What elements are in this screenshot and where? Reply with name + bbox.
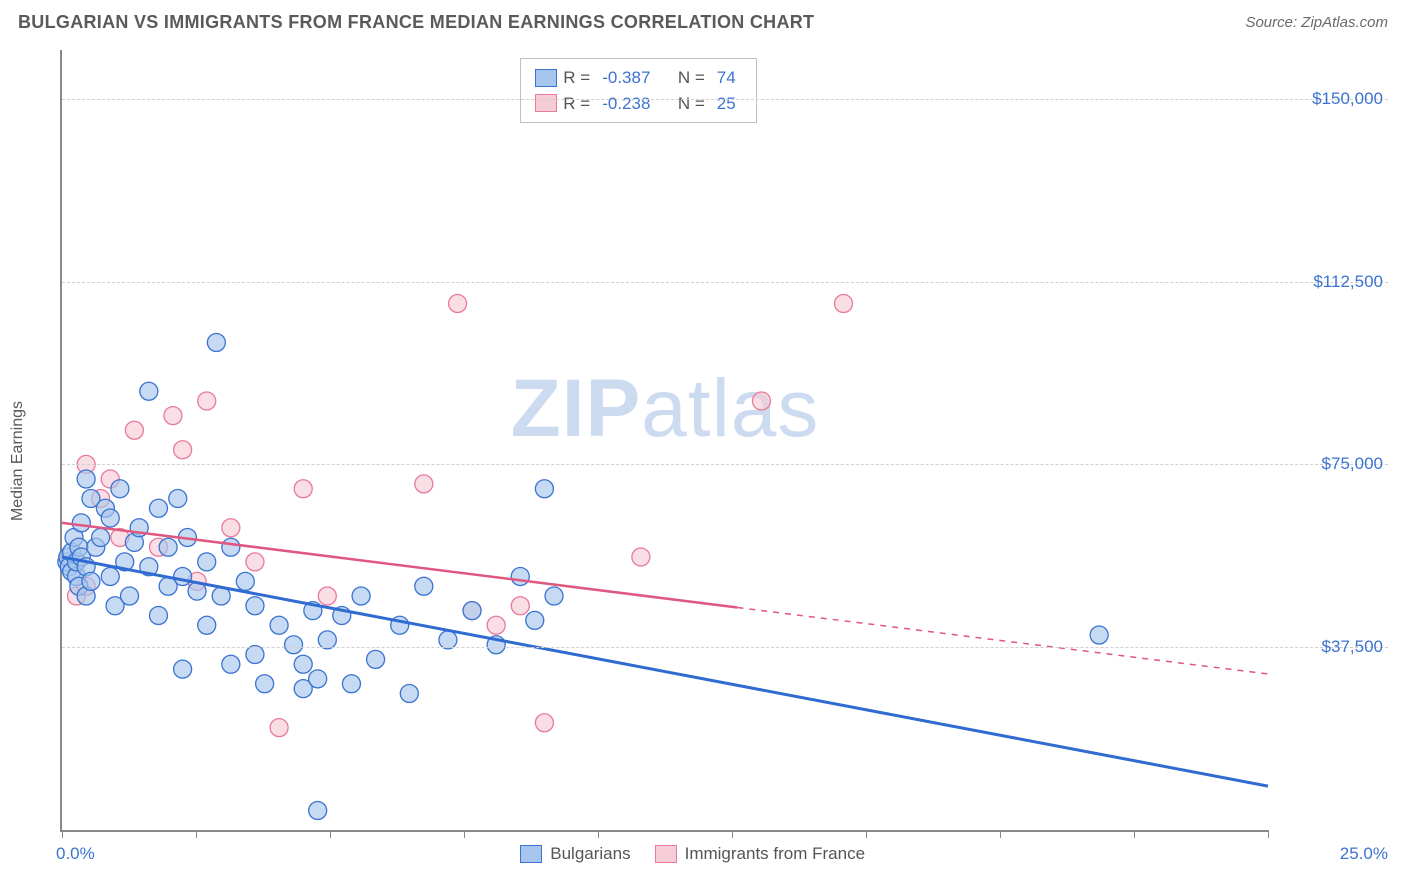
data-point bbox=[198, 392, 216, 410]
data-point bbox=[256, 675, 274, 693]
x-tick bbox=[196, 830, 197, 838]
data-point bbox=[222, 655, 240, 673]
x-min-label: 0.0% bbox=[56, 844, 95, 864]
data-point bbox=[111, 480, 129, 498]
gridline bbox=[62, 464, 1388, 465]
data-point bbox=[367, 650, 385, 668]
legend-item: Immigrants from France bbox=[655, 844, 865, 864]
data-point bbox=[487, 616, 505, 634]
data-point bbox=[439, 631, 457, 649]
data-point bbox=[101, 568, 119, 586]
x-tick bbox=[866, 830, 867, 838]
data-point bbox=[309, 802, 327, 820]
data-point bbox=[125, 421, 143, 439]
data-point bbox=[174, 441, 192, 459]
data-point bbox=[246, 553, 264, 571]
gridline bbox=[62, 282, 1388, 283]
data-point bbox=[318, 631, 336, 649]
data-point bbox=[246, 597, 264, 615]
data-point bbox=[545, 587, 563, 605]
data-point bbox=[270, 719, 288, 737]
data-point bbox=[222, 519, 240, 537]
data-point bbox=[246, 646, 264, 664]
data-point bbox=[121, 587, 139, 605]
data-point bbox=[140, 382, 158, 400]
trend-line bbox=[62, 557, 1268, 786]
swatch-icon bbox=[535, 69, 557, 87]
data-point bbox=[352, 587, 370, 605]
data-point bbox=[198, 616, 216, 634]
data-point bbox=[236, 572, 254, 590]
data-point bbox=[511, 597, 529, 615]
data-point bbox=[174, 568, 192, 586]
data-point bbox=[535, 480, 553, 498]
data-point bbox=[526, 611, 544, 629]
source-attribution: Source: ZipAtlas.com bbox=[1245, 14, 1388, 31]
gridline bbox=[62, 99, 1388, 100]
x-max-label: 25.0% bbox=[1340, 844, 1388, 864]
x-tick bbox=[330, 830, 331, 838]
x-tick bbox=[464, 830, 465, 838]
plot-area: ZIPatlas R = -0.387 N = 74 R = -0.238 N … bbox=[60, 50, 1268, 832]
data-point bbox=[342, 675, 360, 693]
data-point bbox=[77, 470, 95, 488]
legend-row: R = -0.387 N = 74 bbox=[535, 65, 741, 91]
y-tick-label: $37,500 bbox=[1322, 637, 1383, 657]
x-tick bbox=[62, 830, 63, 838]
chart-container: Median Earnings ZIPatlas R = -0.387 N = … bbox=[50, 50, 1388, 872]
data-point bbox=[415, 475, 433, 493]
swatch-icon bbox=[655, 845, 677, 863]
data-point bbox=[222, 538, 240, 556]
x-tick bbox=[1268, 830, 1269, 838]
data-point bbox=[285, 636, 303, 654]
correlation-legend: R = -0.387 N = 74 R = -0.238 N = 25 bbox=[520, 58, 756, 123]
data-point bbox=[164, 407, 182, 425]
series-legend: Bulgarians Immigrants from France bbox=[520, 844, 865, 864]
data-point bbox=[207, 334, 225, 352]
data-point bbox=[1090, 626, 1108, 644]
data-point bbox=[449, 295, 467, 313]
data-point bbox=[318, 587, 336, 605]
data-point bbox=[752, 392, 770, 410]
x-tick bbox=[732, 830, 733, 838]
data-point bbox=[632, 548, 650, 566]
header: BULGARIAN VS IMMIGRANTS FROM FRANCE MEDI… bbox=[0, 0, 1406, 41]
data-point bbox=[149, 607, 167, 625]
data-point bbox=[149, 499, 167, 517]
gridline bbox=[62, 647, 1388, 648]
data-point bbox=[309, 670, 327, 688]
legend-row: R = -0.238 N = 25 bbox=[535, 91, 741, 117]
data-point bbox=[294, 480, 312, 498]
y-tick-label: $112,500 bbox=[1313, 272, 1383, 292]
data-point bbox=[511, 568, 529, 586]
y-tick-label: $75,000 bbox=[1322, 454, 1383, 474]
x-tick bbox=[598, 830, 599, 838]
data-point bbox=[169, 490, 187, 508]
y-tick-label: $150,000 bbox=[1312, 89, 1383, 109]
swatch-icon bbox=[520, 845, 542, 863]
data-point bbox=[159, 538, 177, 556]
data-point bbox=[400, 685, 418, 703]
data-point bbox=[72, 514, 90, 532]
data-point bbox=[174, 660, 192, 678]
data-point bbox=[415, 577, 433, 595]
scatter-plot-svg bbox=[62, 50, 1268, 830]
data-point bbox=[101, 509, 119, 527]
y-axis-label: Median Earnings bbox=[9, 401, 27, 521]
swatch-icon bbox=[535, 94, 557, 112]
data-point bbox=[198, 553, 216, 571]
chart-title: BULGARIAN VS IMMIGRANTS FROM FRANCE MEDI… bbox=[18, 12, 814, 33]
data-point bbox=[294, 655, 312, 673]
data-point bbox=[463, 602, 481, 620]
x-tick bbox=[1134, 830, 1135, 838]
data-point bbox=[834, 295, 852, 313]
data-point bbox=[270, 616, 288, 634]
x-tick bbox=[1000, 830, 1001, 838]
data-point bbox=[535, 714, 553, 732]
data-point bbox=[92, 529, 110, 547]
legend-item: Bulgarians bbox=[520, 844, 630, 864]
trend-line-dashed bbox=[737, 608, 1268, 674]
data-point bbox=[82, 572, 100, 590]
